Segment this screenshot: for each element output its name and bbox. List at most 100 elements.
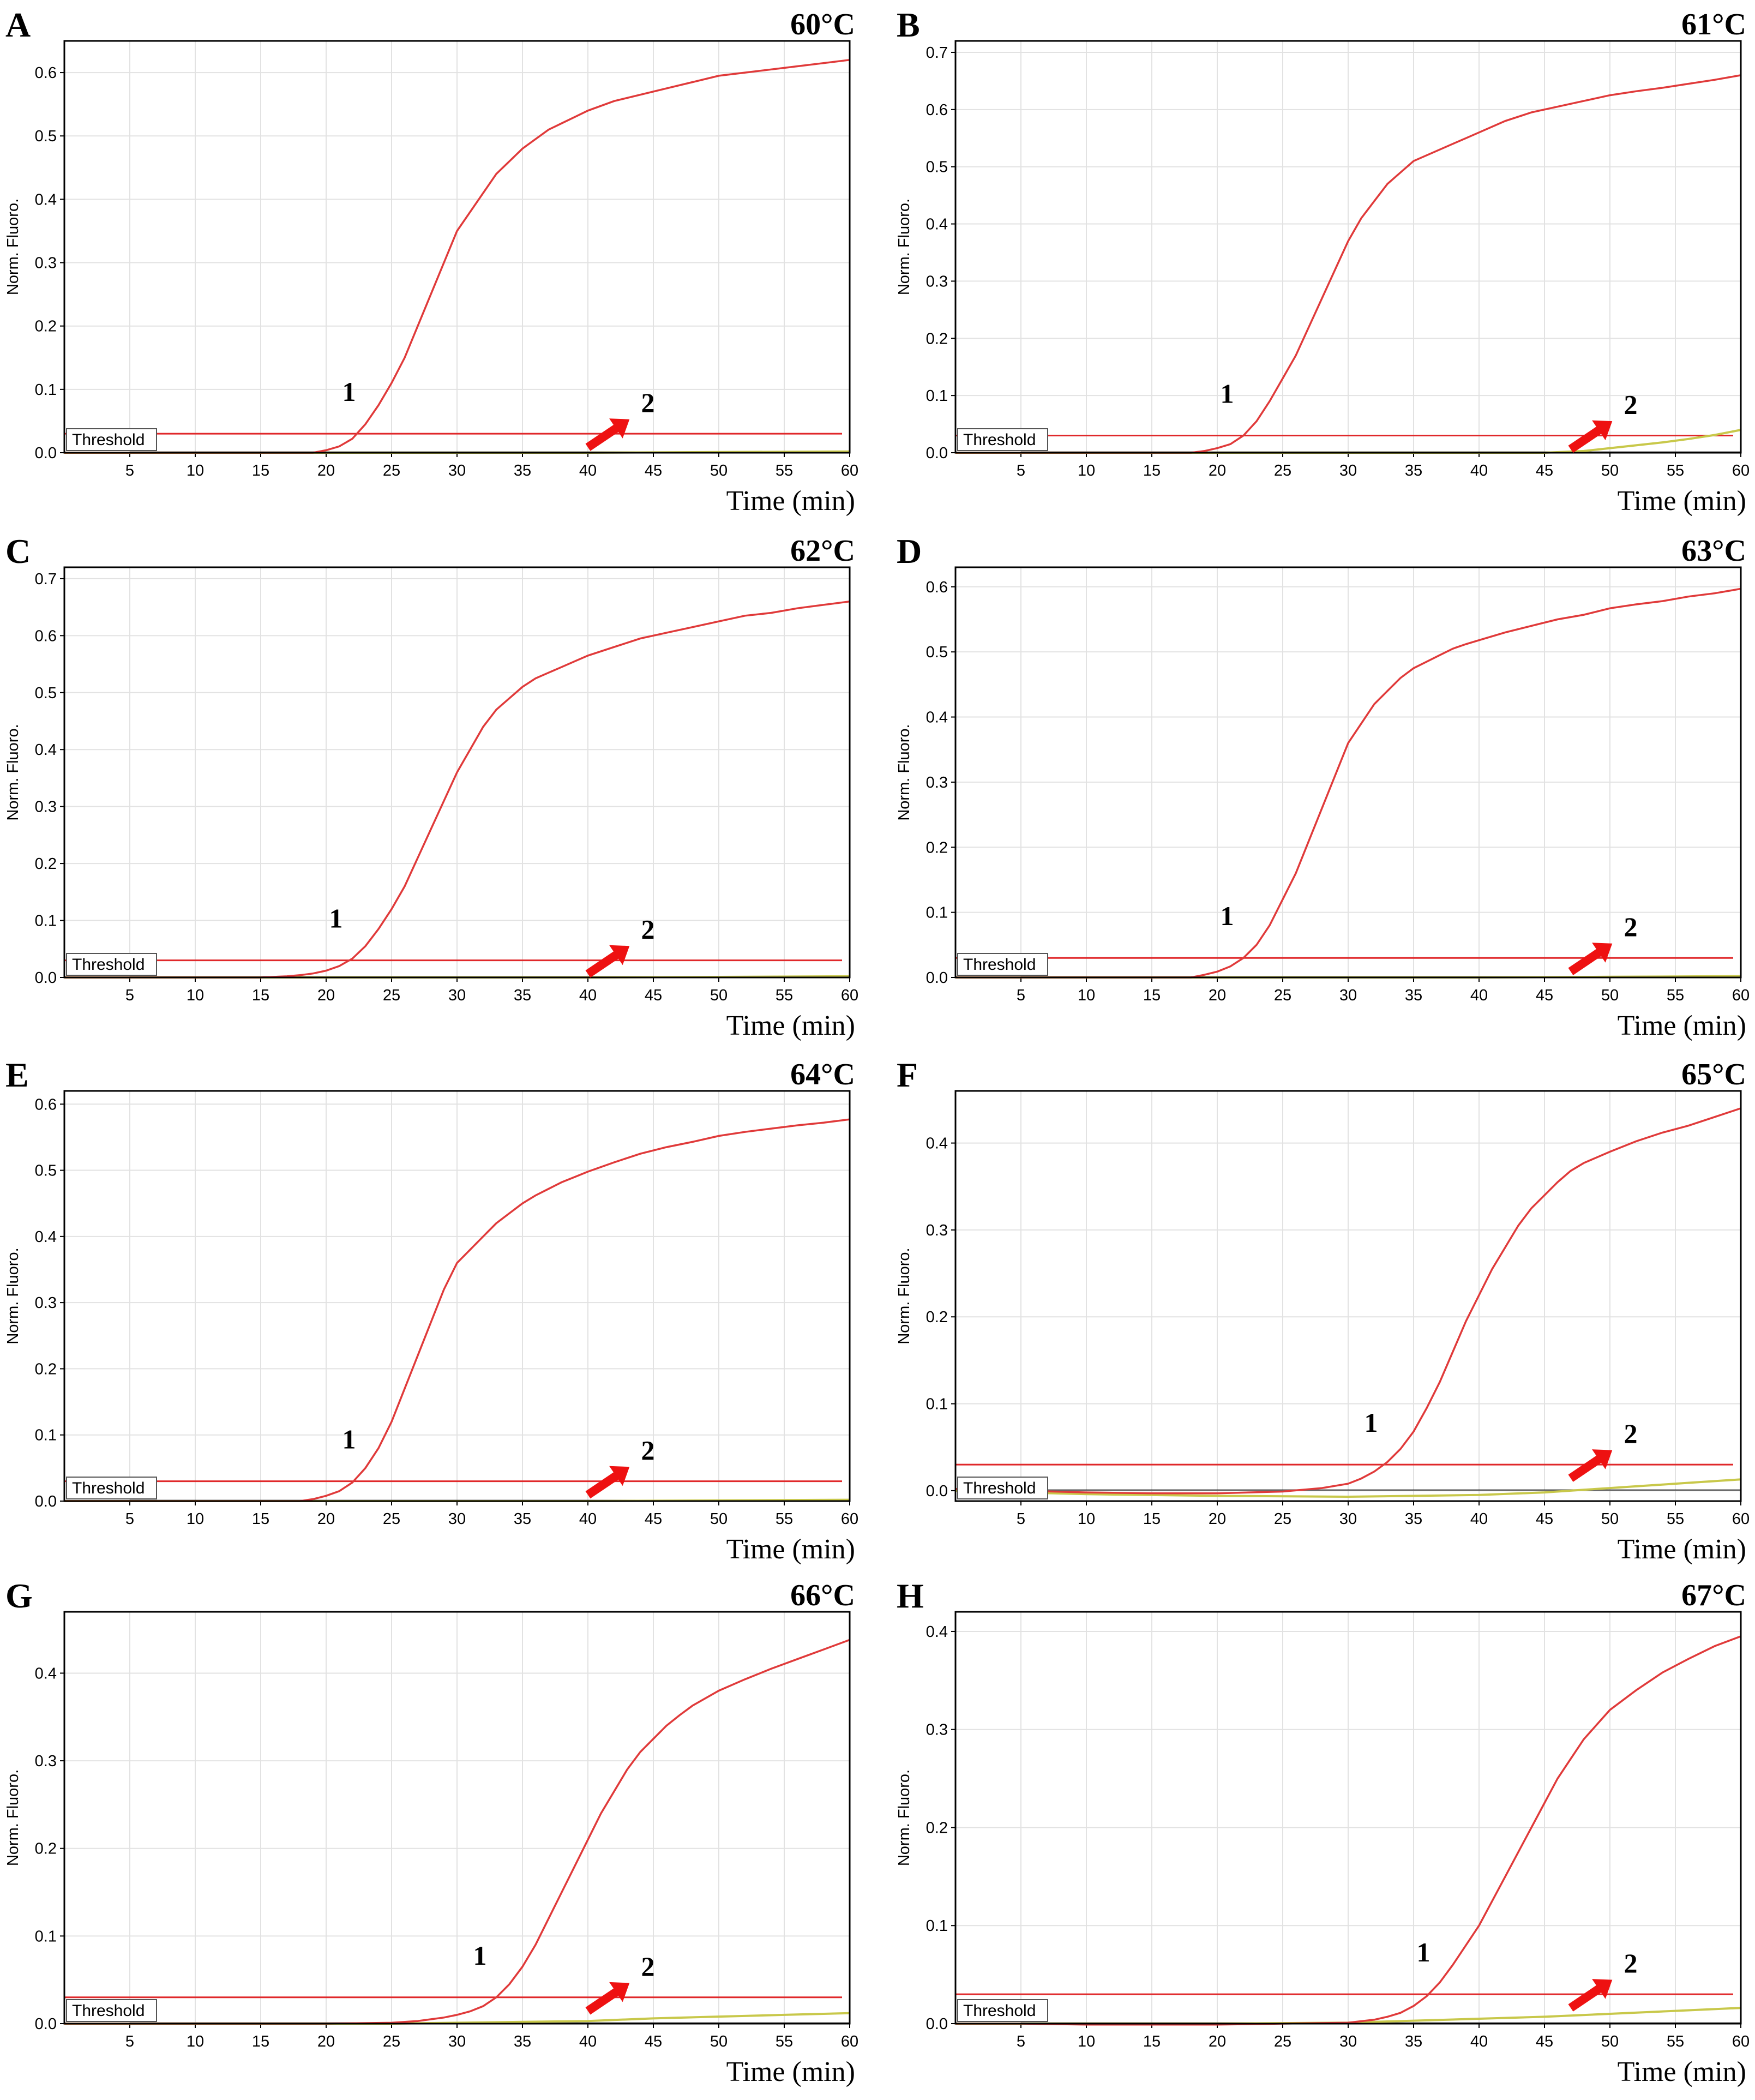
x-tick-label: 5 — [125, 462, 134, 479]
x-tick-label: 20 — [317, 2033, 335, 2050]
arrow-shape — [1568, 1449, 1613, 1482]
panel-g: G 66°C 5 10 15 20 25 30 35 40 45 50 55 60 0.0 0.1 0.2 0.3… — [4, 1576, 858, 2087]
panel-title: 65°C — [1681, 1058, 1746, 1091]
x-tick-label: 45 — [645, 462, 662, 479]
y-axis-label: Norm. Fluoro. — [4, 724, 22, 820]
panel-letter: B — [897, 5, 920, 44]
y-tick-label: 0.2 — [35, 855, 57, 873]
x-tick-label: 60 — [841, 2033, 858, 2050]
panel-a: A 60°C 5 10 15 20 25 30 35 40 45 50 55 60 0.0 0.1 0.2 0.3… — [4, 5, 858, 517]
y-tick-label: 0.4 — [35, 191, 57, 208]
panel-title: 60°C — [790, 8, 855, 41]
y-tick-label: 0.5 — [35, 1162, 57, 1180]
x-tick-label: 15 — [252, 462, 269, 479]
x-tick-label: 50 — [1601, 987, 1619, 1004]
arrow-icon — [1568, 1449, 1613, 1482]
x-tick-label: 20 — [317, 987, 335, 1004]
y-tick-label: 0.2 — [35, 318, 57, 335]
threshold-label-box — [66, 953, 157, 976]
arrow-icon — [1568, 420, 1613, 453]
arrow-shape — [1568, 943, 1613, 975]
threshold-label-box — [957, 428, 1048, 451]
x-tick-label: 50 — [710, 1510, 728, 1528]
x-axis-label: Time (min) — [1618, 2056, 1746, 2087]
curve-label-1: 1 — [1365, 1407, 1378, 1438]
curve-label-1: 1 — [342, 1424, 356, 1455]
threshold-label: Threshold — [963, 1479, 1036, 1497]
y-axis-label: Norm. Fluoro. — [895, 199, 913, 295]
threshold-label-box — [957, 953, 1048, 976]
x-tick-label: 15 — [1143, 987, 1161, 1004]
y-tick-label: 0.5 — [35, 128, 57, 145]
arrow-icon — [585, 418, 630, 451]
x-tick-label: 25 — [1274, 1510, 1291, 1528]
y-tick-label: 0.1 — [926, 387, 948, 405]
x-tick-label: 45 — [645, 2033, 662, 2050]
x-axis-label: Time (min) — [726, 485, 855, 517]
series-positive-line — [64, 600, 850, 979]
x-tick-label: 5 — [1017, 987, 1025, 1004]
y-tick-label: 0.1 — [35, 913, 57, 930]
x-tick-label: 15 — [252, 2033, 269, 2050]
x-tick-label: 60 — [841, 987, 858, 1004]
x-tick-label: 55 — [1667, 1510, 1684, 1528]
x-tick-label: 20 — [1209, 462, 1226, 479]
x-tick-label: 5 — [1017, 2033, 1025, 2050]
x-tick-label: 10 — [1078, 987, 1095, 1004]
curve-label-1: 1 — [1221, 901, 1234, 931]
x-tick-label: 10 — [187, 462, 204, 479]
x-tick-label: 20 — [317, 462, 335, 479]
x-tick-label: 55 — [776, 2033, 793, 2050]
x-tick-label: 20 — [1209, 2033, 1226, 2050]
curve-label-1: 1 — [473, 1940, 487, 1971]
series-positive-line — [955, 587, 1741, 979]
panel-h: H 67°C 5 10 15 20 25 30 35 40 45 50 55 60 0.0 0.1 0.2 0.3… — [895, 1576, 1750, 2087]
y-tick-label: 0.5 — [35, 685, 57, 702]
y-tick-label: 0.6 — [926, 579, 948, 596]
x-tick-label: 30 — [1339, 987, 1357, 1004]
arrow-icon — [585, 1466, 630, 1499]
y-tick-label: 0.6 — [35, 1096, 57, 1113]
x-tick-label: 25 — [383, 987, 400, 1004]
arrow-icon — [1568, 1979, 1613, 2012]
x-tick-label: 25 — [383, 462, 400, 479]
x-tick-label: 5 — [125, 987, 134, 1004]
x-tick-label: 10 — [1078, 462, 1095, 479]
x-tick-label: 55 — [776, 462, 793, 479]
panel-title: 67°C — [1681, 1579, 1746, 1612]
x-tick-label: 60 — [1732, 462, 1750, 479]
x-tick-label: 15 — [252, 987, 269, 1004]
threshold-label: Threshold — [72, 2002, 145, 2020]
curve-label-1: 1 — [329, 903, 343, 934]
x-tick-label: 55 — [1667, 462, 1684, 479]
y-axis-label: Norm. Fluoro. — [895, 724, 913, 820]
y-tick-label: 0.1 — [35, 1427, 57, 1444]
y-tick-label: 0.6 — [35, 64, 57, 82]
x-axis-label: Time (min) — [726, 1534, 855, 1565]
x-tick-label: 45 — [1536, 2033, 1553, 2050]
series-positive-line — [64, 59, 850, 454]
y-tick-label: 0.7 — [926, 44, 948, 62]
x-tick-label: 40 — [1470, 987, 1488, 1004]
panel-title: 62°C — [790, 534, 855, 568]
x-tick-label: 55 — [776, 987, 793, 1004]
panel-b: B 61°C 5 10 15 20 25 30 35 40 45 50 55 60 0.0 0.1 0.2 0.3… — [895, 5, 1750, 517]
y-tick-label: 0.1 — [926, 904, 948, 922]
series-positive-line — [64, 1639, 850, 2025]
y-tick-label: 0.4 — [35, 1665, 57, 1682]
threshold-label-box — [66, 1477, 157, 1499]
x-tick-label: 35 — [514, 2033, 531, 2050]
arrow-icon — [585, 1982, 630, 2015]
y-tick-label: 0.4 — [926, 216, 948, 233]
x-tick-label: 5 — [125, 1510, 134, 1528]
x-tick-label: 55 — [1667, 2033, 1684, 2050]
y-tick-label: 0.6 — [35, 627, 57, 645]
x-tick-label: 50 — [710, 2033, 728, 2050]
curve-label-2: 2 — [1624, 1418, 1638, 1449]
panel-title: 63°C — [1681, 534, 1746, 568]
y-tick-label: 0.0 — [35, 2015, 57, 2033]
x-tick-label: 25 — [1274, 987, 1291, 1004]
x-tick-label: 45 — [1536, 1510, 1553, 1528]
x-tick-label: 40 — [1470, 462, 1488, 479]
x-tick-label: 10 — [187, 987, 204, 1004]
